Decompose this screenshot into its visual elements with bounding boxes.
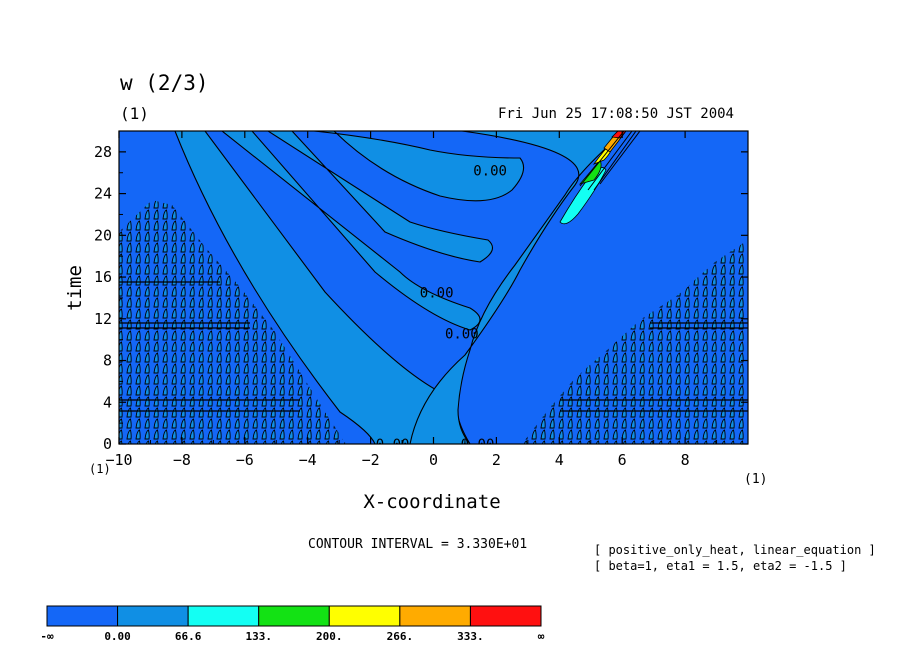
x-axis: −10 −8 −6 −4 −2 0 2 4 6 8 bbox=[105, 131, 718, 469]
plot-area: 0.00 0.00 0.00 0.00 0.00 bbox=[119, 131, 748, 453]
timestamp: Fri Jun 25 17:08:50 JST 2004 bbox=[498, 106, 734, 122]
contour-label: 0.00 bbox=[420, 286, 454, 302]
chart-title: w (2/3) bbox=[120, 71, 209, 95]
colorbar-swatch bbox=[258, 605, 330, 627]
wave-region-left bbox=[119, 200, 346, 444]
colorbar-swatch bbox=[399, 605, 471, 627]
band-1 bbox=[174, 131, 471, 444]
colorbar-swatch bbox=[328, 605, 401, 627]
colorbar-label: -∞ bbox=[40, 630, 54, 643]
band-3 bbox=[266, 131, 494, 263]
x-tick-label: −8 bbox=[173, 451, 191, 469]
contour-label: 0.00 bbox=[461, 437, 495, 453]
y-axis: 0 4 8 12 16 20 24 28 bbox=[94, 143, 748, 453]
y-tick-label: 24 bbox=[94, 185, 112, 203]
colorbar-label: 66.6 bbox=[175, 630, 202, 643]
x-tick-label: 0 bbox=[429, 451, 438, 469]
colorbar-label: ∞ bbox=[538, 630, 545, 643]
run-info-line-2: [ beta=1, eta1 = 1.5, eta2 = -1.5 ] bbox=[594, 559, 847, 573]
x-tick-label: 6 bbox=[618, 451, 627, 469]
x-tick-label: 8 bbox=[681, 451, 690, 469]
chart-subtitle: (1) bbox=[120, 104, 149, 123]
colorbar-label: 200. bbox=[316, 630, 343, 643]
x-unit-right: (1) bbox=[744, 472, 767, 487]
colorbar-label: 0.00 bbox=[104, 630, 131, 643]
x-tick-label: 4 bbox=[555, 451, 564, 469]
contour-label: 0.00 bbox=[376, 437, 410, 453]
x-tick-label: −4 bbox=[299, 451, 317, 469]
colorbar-label: 266. bbox=[387, 630, 414, 643]
x-unit-left: (1) bbox=[89, 462, 111, 476]
colorbar-swatch bbox=[117, 605, 189, 627]
y-tick-label: 20 bbox=[94, 226, 112, 244]
x-axis-label: X-coordinate bbox=[363, 491, 500, 513]
colorbar-label: 133. bbox=[245, 630, 272, 643]
wave-horizontal-lines bbox=[119, 281, 748, 412]
band-2 bbox=[221, 131, 481, 331]
contour-bands bbox=[174, 131, 626, 444]
y-tick-label: 28 bbox=[94, 143, 112, 161]
y-tick-label: 8 bbox=[103, 352, 112, 370]
y-tick-label: 0 bbox=[103, 435, 112, 453]
colorbar-swatch bbox=[187, 605, 260, 627]
colorbar-swatch bbox=[46, 605, 119, 627]
ridge-contour-lines bbox=[579, 131, 641, 191]
contour-label-layer: 0.00 0.00 0.00 0.00 0.00 bbox=[376, 164, 507, 453]
contour-interval: CONTOUR INTERVAL = 3.330E+01 bbox=[308, 537, 527, 552]
colorbar-label: 333. bbox=[457, 630, 484, 643]
x-tick-label: 2 bbox=[492, 451, 501, 469]
y-tick-label: 16 bbox=[94, 268, 112, 286]
x-tick-label: −2 bbox=[362, 451, 380, 469]
y-tick-label: 4 bbox=[103, 393, 112, 411]
wave-region-right bbox=[522, 240, 748, 444]
x-tick-label: −10 bbox=[105, 451, 132, 469]
y-tick-label: 12 bbox=[94, 310, 112, 328]
run-info-line-1: [ positive_only_heat, linear_equation ] bbox=[594, 543, 876, 557]
colorbar: -∞ 0.00 66.6 133. 200. 266. 333. ∞ bbox=[40, 605, 545, 643]
x-tick-label: −6 bbox=[236, 451, 254, 469]
contour-label: 0.00 bbox=[473, 164, 507, 180]
band-4 bbox=[313, 131, 525, 202]
colorbar-swatch bbox=[469, 605, 542, 627]
contour-label: 0.00 bbox=[445, 326, 479, 342]
y-axis-label: time bbox=[64, 265, 86, 311]
